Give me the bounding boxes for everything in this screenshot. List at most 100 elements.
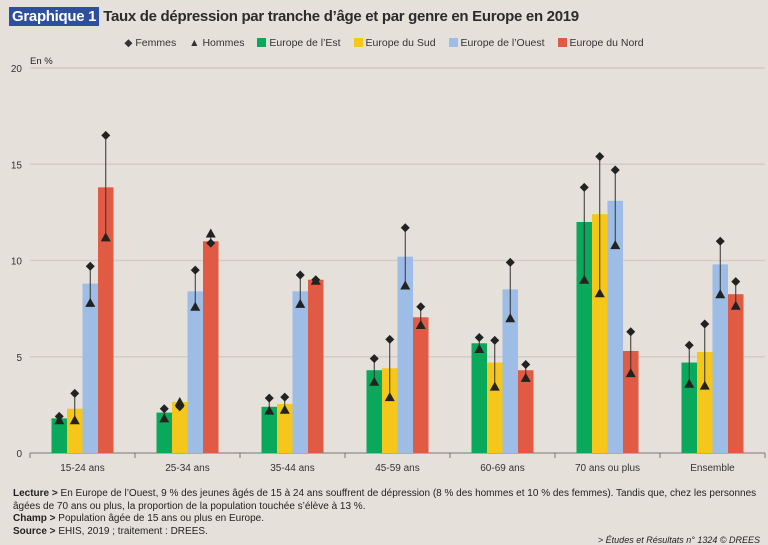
- y-tick-label: 10: [11, 257, 23, 268]
- bar: [382, 368, 398, 453]
- hommes-marker: [174, 396, 185, 406]
- femmes-marker: [715, 236, 725, 246]
- bar: [397, 256, 413, 453]
- y-tick-label: 15: [11, 160, 23, 171]
- triangle-icon: ▲: [189, 37, 200, 49]
- legend-item-ouest: Europe de l’Ouest: [448, 37, 545, 49]
- x-tick-label: 45-59 ans: [375, 463, 419, 474]
- hommes-marker: [384, 392, 395, 402]
- y-axis-unit: En %: [30, 56, 53, 67]
- bar: [712, 264, 728, 453]
- hommes-marker: [699, 380, 710, 390]
- bar: [607, 200, 623, 453]
- hommes-marker: [54, 415, 65, 425]
- femmes-marker: [280, 392, 290, 402]
- x-tick-label: 70 ans ou plus: [575, 463, 640, 474]
- source-note: Source > EHIS, 2019 ; traitement : DREES…: [13, 525, 208, 537]
- femmes-marker: [521, 359, 531, 369]
- femmes-marker: [264, 393, 274, 403]
- bar: [487, 362, 503, 453]
- bar: [203, 241, 219, 453]
- hommes-marker: [279, 404, 290, 414]
- hommes-marker: [369, 376, 380, 386]
- hommes-marker: [715, 289, 726, 299]
- femmes-marker: [400, 223, 410, 233]
- hommes-marker: [205, 228, 216, 238]
- femmes-marker: [579, 182, 589, 192]
- femmes-marker: [505, 257, 515, 267]
- diamond-icon: ◆: [124, 37, 133, 49]
- hommes-marker: [295, 298, 306, 308]
- bar: [681, 362, 697, 453]
- hommes-marker: [505, 313, 516, 323]
- hommes-marker: [625, 368, 636, 378]
- hommes-marker: [610, 240, 621, 250]
- bar: [292, 291, 308, 453]
- femmes-marker: [684, 340, 694, 350]
- lecture-note: Lecture > En Europe de l’Ouest, 9 % des …: [13, 488, 757, 512]
- hommes-marker: [474, 344, 485, 354]
- hommes-marker: [100, 232, 111, 242]
- x-tick-label: 35-44 ans: [270, 463, 314, 474]
- champ-note: Champ > Population âgée de 15 ans ou plu…: [13, 513, 265, 524]
- hommes-marker: [310, 275, 321, 285]
- hommes-marker: [684, 378, 695, 388]
- bar: [172, 401, 188, 453]
- bar: [261, 406, 277, 453]
- bar: [471, 343, 487, 453]
- bar: [67, 408, 83, 453]
- legend-item-hommes: ▲ Hommes: [189, 37, 245, 49]
- hommes-marker: [85, 297, 96, 307]
- bar: [308, 279, 324, 453]
- y-tick-label: 5: [16, 353, 22, 364]
- hommes-marker: [594, 288, 605, 298]
- bar: [728, 294, 744, 453]
- bar: [156, 412, 172, 453]
- hommes-marker: [69, 415, 80, 425]
- femmes-marker: [595, 152, 605, 162]
- legend: ◆ Femmes ▲ Hommes Europe de l’Est Europe…: [0, 37, 768, 49]
- chart-title: Graphique 1 Taux de dépression par tranch…: [9, 7, 579, 26]
- bar: [697, 351, 713, 453]
- x-tick-label: 25-34 ans: [165, 463, 209, 474]
- femmes-marker: [70, 388, 80, 398]
- hommes-marker: [159, 413, 170, 423]
- legend-item-femmes: ◆ Femmes: [124, 37, 177, 49]
- bar: [518, 370, 534, 453]
- bar: [98, 187, 114, 453]
- femmes-marker: [85, 261, 95, 271]
- x-tick-label: Ensemble: [690, 463, 735, 474]
- hommes-marker: [489, 381, 500, 391]
- hommes-marker: [400, 280, 411, 290]
- legend-item-nord: Europe du Nord: [557, 37, 644, 49]
- bar: [576, 222, 592, 453]
- bar: [82, 283, 98, 453]
- hommes-marker: [520, 372, 531, 382]
- title-tag: Graphique 1: [9, 7, 100, 26]
- femmes-marker: [731, 277, 741, 287]
- y-tick-label: 20: [11, 64, 23, 75]
- title-text: Taux de dépression par tranche d’âge et …: [103, 8, 579, 25]
- hommes-marker: [190, 301, 201, 311]
- bar: [277, 403, 293, 453]
- notes: Lecture > En Europe de l’Ouest, 9 % des …: [13, 488, 758, 538]
- femmes-marker: [190, 265, 200, 275]
- bar: [502, 289, 518, 453]
- legend-swatch: [448, 38, 458, 47]
- femmes-marker: [700, 319, 710, 329]
- hommes-marker: [415, 319, 426, 329]
- bar-chart: 0 5 10 15 20 15-24 ans 25-34 ans 35-44 ans 45-59…: [11, 64, 766, 474]
- femmes-marker: [295, 270, 305, 280]
- legend-item-sud: Europe du Sud: [353, 37, 436, 49]
- femmes-marker: [474, 333, 484, 342]
- hommes-marker: [730, 300, 741, 310]
- femmes-marker: [206, 238, 216, 248]
- legend-item-est: Europe de l’Est: [257, 37, 341, 49]
- x-tick-label: 60-69 ans: [480, 463, 524, 474]
- femmes-marker: [626, 327, 636, 337]
- legend-swatch: [353, 38, 363, 47]
- bar: [592, 214, 608, 453]
- femmes-marker: [490, 335, 500, 345]
- femmes-marker: [101, 130, 111, 140]
- femmes-marker: [416, 302, 426, 312]
